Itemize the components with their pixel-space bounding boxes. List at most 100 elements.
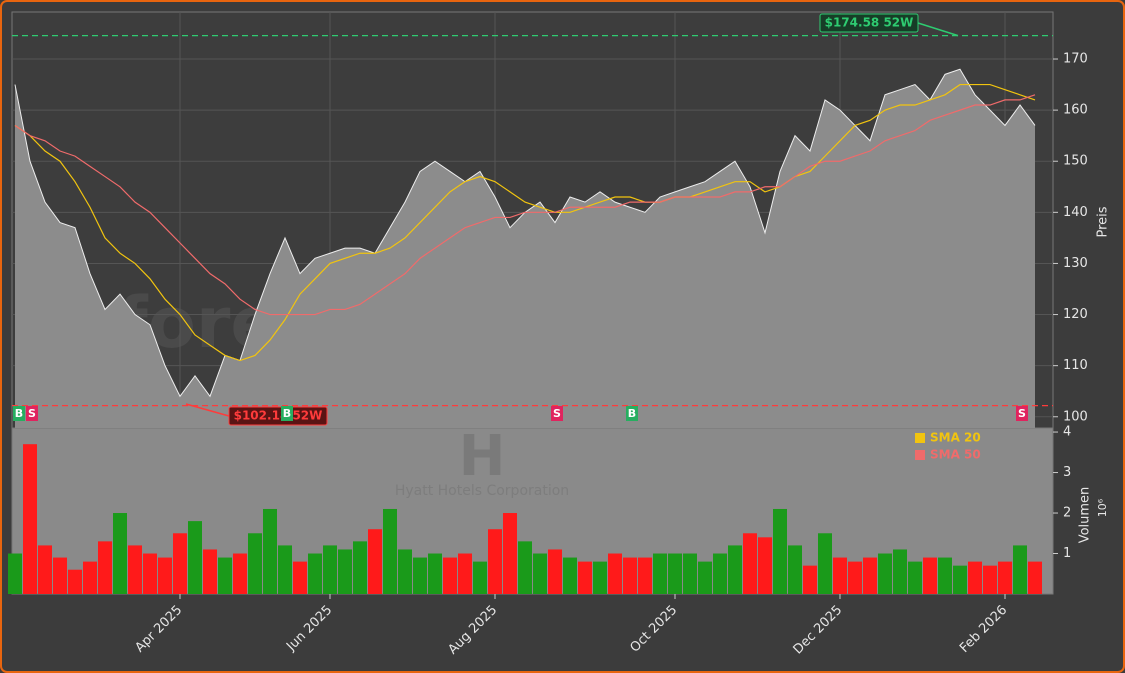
legend-label: SMA 20 bbox=[930, 431, 981, 445]
signal-marker bbox=[26, 406, 38, 421]
legend-swatch bbox=[915, 433, 925, 443]
volume-bar bbox=[878, 553, 892, 594]
y-tick-label: 160 bbox=[1063, 103, 1088, 118]
y-tick-label: 110 bbox=[1063, 358, 1088, 373]
volume-bar bbox=[443, 557, 457, 594]
volume-bar bbox=[518, 541, 532, 594]
volume-bar bbox=[233, 553, 247, 594]
y-axis-label: Volumen bbox=[1078, 487, 1093, 544]
volume-bar bbox=[128, 545, 142, 594]
annotation-label: $102.18 52W bbox=[234, 409, 323, 423]
volume-bar bbox=[38, 545, 52, 594]
volume-bar bbox=[503, 513, 517, 594]
signal-label: S bbox=[553, 407, 561, 420]
signal-label: B bbox=[15, 407, 23, 420]
y-tick-label: 130 bbox=[1063, 256, 1088, 271]
signal-marker bbox=[281, 406, 293, 421]
volume-bar bbox=[593, 561, 607, 594]
volume-bar bbox=[683, 553, 697, 594]
volume-bar bbox=[98, 541, 112, 594]
volume-bar bbox=[8, 553, 22, 594]
volume-bar bbox=[383, 508, 397, 594]
annotation-arrow bbox=[185, 403, 230, 417]
volume-bar bbox=[578, 561, 592, 594]
volume-bar bbox=[698, 561, 712, 594]
volume-bar bbox=[803, 565, 817, 594]
volume-bar bbox=[473, 561, 487, 594]
annotation-box bbox=[819, 13, 919, 33]
volume-bar bbox=[788, 545, 802, 594]
volume-bar bbox=[263, 508, 277, 594]
logo: H bbox=[459, 424, 506, 489]
volume-bar bbox=[158, 557, 172, 594]
legend-swatch bbox=[915, 450, 925, 460]
y-tick-label: 2 bbox=[1063, 506, 1071, 521]
y-axis-label: Preis bbox=[1096, 206, 1111, 237]
volume-bar bbox=[83, 561, 97, 594]
volume-bar bbox=[428, 553, 442, 594]
volume-bar bbox=[533, 553, 547, 594]
y-axis-scale: 10⁶ bbox=[1096, 498, 1109, 517]
volume-bar bbox=[323, 545, 337, 594]
volume-bar bbox=[848, 561, 862, 594]
annotation-label: $174.58 52W bbox=[825, 16, 914, 30]
annotation-arrow bbox=[917, 22, 959, 37]
volume-bar bbox=[728, 545, 742, 594]
sma-line bbox=[14, 94, 1036, 316]
volume-bar bbox=[293, 561, 307, 594]
volume-bar bbox=[23, 444, 37, 594]
volume-bar bbox=[203, 549, 217, 594]
volume-bar bbox=[338, 549, 352, 594]
volume-bar bbox=[653, 553, 667, 594]
volume-bar bbox=[188, 521, 202, 594]
annotation-box bbox=[228, 406, 328, 426]
volume-bar bbox=[923, 557, 937, 594]
y-tick-label: 120 bbox=[1063, 307, 1088, 322]
volume-bar bbox=[53, 557, 67, 594]
volume-bar bbox=[278, 545, 292, 594]
volume-bar bbox=[248, 533, 262, 594]
volume-bar bbox=[863, 557, 877, 594]
y-tick-label: 100 bbox=[1063, 409, 1088, 424]
signal-label: S bbox=[28, 407, 36, 420]
volume-bar bbox=[548, 549, 562, 594]
signal-label: B bbox=[283, 407, 291, 420]
y-tick-label: 4 bbox=[1063, 425, 1071, 440]
volume-bar bbox=[458, 553, 472, 594]
volume-bar bbox=[398, 549, 412, 594]
y-tick-label: 170 bbox=[1063, 52, 1088, 67]
volume-bar bbox=[113, 513, 127, 594]
volume-bar bbox=[758, 537, 772, 594]
signal-marker bbox=[626, 406, 638, 421]
volume-bar bbox=[218, 557, 232, 594]
company-name: Hyatt Hotels Corporation bbox=[395, 483, 569, 499]
volume-bar bbox=[1013, 545, 1027, 594]
volume-bar bbox=[743, 533, 757, 594]
signal-label: B bbox=[628, 407, 636, 420]
volume-bar bbox=[908, 561, 922, 594]
signal-marker bbox=[551, 406, 563, 421]
volume-bar bbox=[68, 569, 82, 594]
volume-bar bbox=[713, 553, 727, 594]
y-tick-label: 140 bbox=[1063, 205, 1088, 220]
volume-bar bbox=[1028, 561, 1042, 594]
volume-bar bbox=[368, 529, 382, 594]
sma-line bbox=[14, 83, 1036, 362]
volume-bar bbox=[488, 529, 502, 594]
volume-bar bbox=[413, 557, 427, 594]
signal-marker bbox=[1016, 406, 1028, 421]
y-tick-label: 150 bbox=[1063, 154, 1088, 169]
volume-bar bbox=[818, 533, 832, 594]
volume-bar bbox=[893, 549, 907, 594]
volume-bar bbox=[308, 553, 322, 594]
volume-bar bbox=[638, 557, 652, 594]
signal-marker bbox=[13, 406, 25, 421]
volume-bar bbox=[953, 565, 967, 594]
volume-bar bbox=[623, 557, 637, 594]
volume-bar bbox=[938, 557, 952, 594]
volume-bar bbox=[833, 557, 847, 594]
volume-bar bbox=[563, 557, 577, 594]
y-tick-label: 1 bbox=[1063, 546, 1071, 561]
volume-bar bbox=[143, 553, 157, 594]
